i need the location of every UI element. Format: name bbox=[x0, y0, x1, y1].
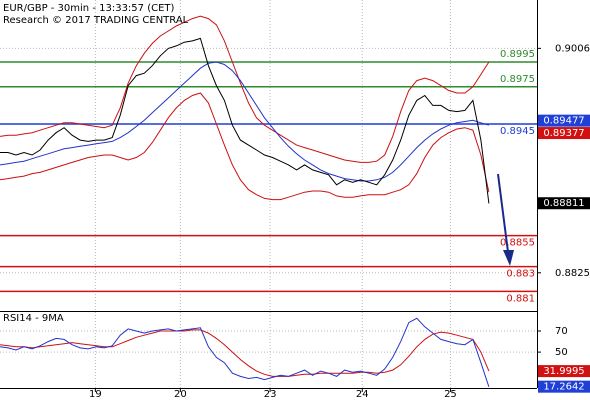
last-value-box bbox=[538, 127, 590, 140]
x-tick-label: 24 bbox=[356, 389, 369, 400]
level-label: 0.881 bbox=[506, 293, 535, 304]
series-line bbox=[0, 317, 490, 388]
series-line bbox=[0, 61, 490, 182]
last-value-box bbox=[538, 365, 590, 378]
level-label: 0.8995 bbox=[500, 49, 535, 60]
series-line bbox=[0, 329, 490, 377]
y-tick-label: 50 bbox=[555, 347, 568, 358]
x-tick-label: 19 bbox=[89, 389, 102, 400]
chart-title: EUR/GBP - 30min - 13:33:57 (CET) bbox=[3, 3, 175, 14]
last-value-label: 31.9995 bbox=[543, 366, 584, 377]
chart-subtitle: Research © 2017 TRADING CENTRAL bbox=[3, 15, 189, 26]
forecast-arrowhead bbox=[503, 250, 514, 266]
level-label: 0.8945 bbox=[500, 126, 535, 137]
x-tick-label: 20 bbox=[174, 389, 187, 400]
last-value-box bbox=[538, 380, 590, 393]
y-tick-label: 0.8825 bbox=[555, 268, 590, 279]
x-tick-label: 25 bbox=[444, 389, 457, 400]
rsi-title: RSI14 - 9MA bbox=[3, 313, 64, 324]
level-label: 0.8975 bbox=[500, 74, 535, 85]
last-value-label: 0.89477 bbox=[543, 116, 584, 127]
last-value-label: 0.89377 bbox=[543, 128, 584, 139]
forecast-arrow bbox=[497, 173, 509, 253]
last-value-box bbox=[538, 114, 590, 127]
y-tick-label: 70 bbox=[555, 326, 568, 337]
level-label: 0.8855 bbox=[500, 238, 535, 249]
level-label: 0.883 bbox=[506, 269, 535, 280]
series-line bbox=[0, 92, 490, 201]
last-value-label: 0.88811 bbox=[543, 198, 584, 209]
series-line bbox=[0, 37, 490, 204]
last-value-box bbox=[538, 197, 590, 210]
last-value-label: 17.2642 bbox=[543, 382, 584, 393]
y-tick-label: 0.9006 bbox=[555, 43, 590, 54]
x-tick-label: 23 bbox=[264, 389, 277, 400]
series-line bbox=[0, 15, 490, 163]
